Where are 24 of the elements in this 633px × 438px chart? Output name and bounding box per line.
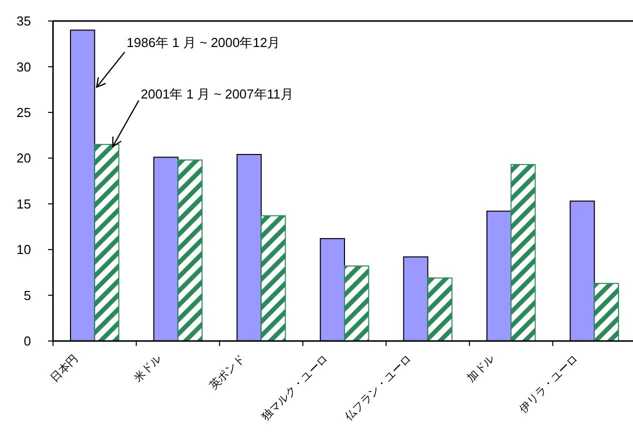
y-tick-label: 10 [16, 242, 31, 258]
bar [510, 164, 536, 342]
x-tick-label: 米ドル [131, 352, 164, 384]
bar [594, 282, 620, 342]
bar [344, 266, 370, 342]
y-tick-label: 20 [16, 150, 31, 166]
bar [94, 144, 120, 342]
y-tick-label: 25 [16, 104, 31, 120]
bar [427, 277, 452, 342]
x-tick-label: 仏フラン・ユーロ [342, 352, 414, 424]
y-tick-label: 15 [16, 196, 31, 212]
x-tick-label: 独マルク・ユーロ [259, 352, 330, 424]
text: 2001年 1 月 ~ 2007年11月 [140, 86, 294, 102]
x-tick-label: 加ドル [464, 352, 498, 384]
y-tick-label: 0 [24, 334, 31, 349]
y-tick-label: 30 [16, 59, 31, 74]
x-tick-label: 英ポンド [206, 352, 248, 392]
bar [177, 159, 203, 342]
bar [260, 215, 286, 342]
text: 1986年 1 月 ~ 2000年12月 [126, 35, 280, 50]
y-tick-label: 5 [24, 288, 31, 303]
x-tick-label: 伊リラ・ユーロ [517, 352, 580, 416]
x-tick-label: 日本円 [48, 352, 81, 384]
y-tick-label: 35 [16, 14, 31, 29]
